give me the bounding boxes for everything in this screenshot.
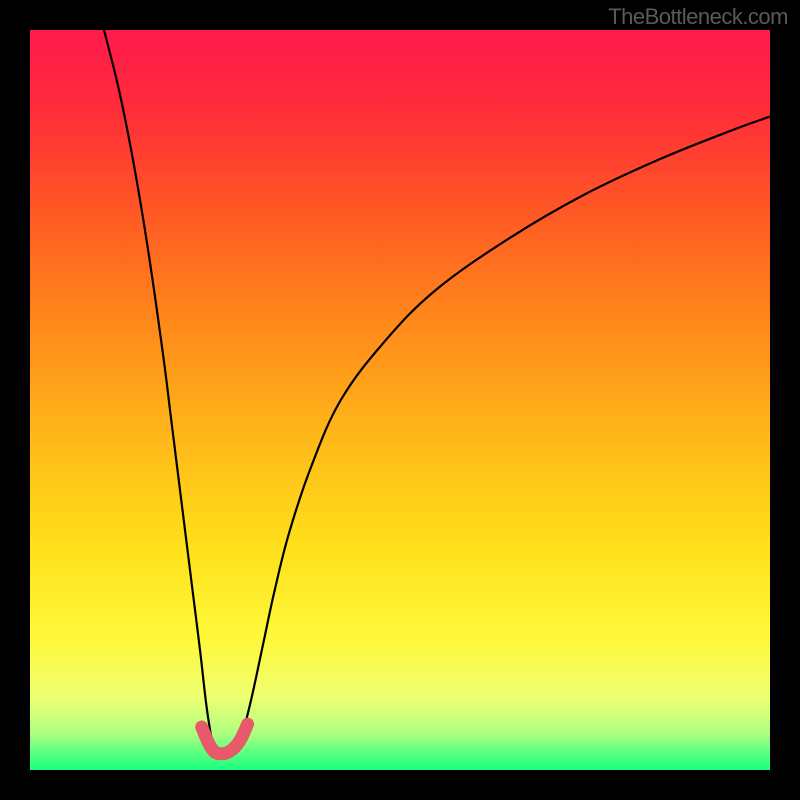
watermark-text: TheBottleneck.com [608,4,788,30]
chart-svg [30,30,770,770]
gradient-background [30,30,770,770]
plot-frame [30,30,770,770]
plot-area [30,30,770,770]
